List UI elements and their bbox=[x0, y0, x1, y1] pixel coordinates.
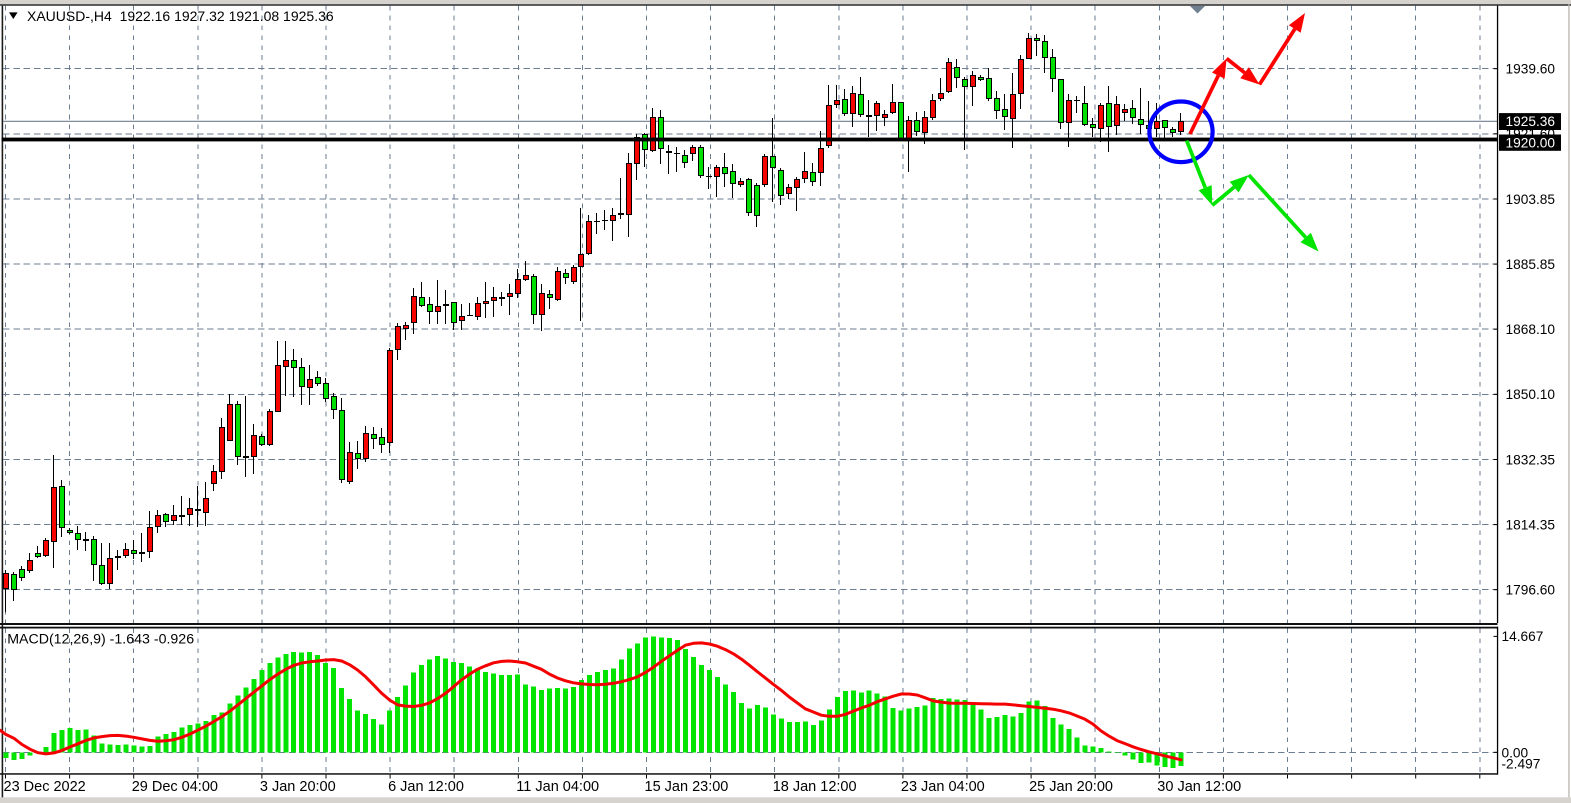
svg-text:23 Jan 04:00: 23 Jan 04:00 bbox=[901, 779, 985, 795]
svg-text:0.00: 0.00 bbox=[1502, 746, 1529, 761]
svg-text:29 Dec 04:00: 29 Dec 04:00 bbox=[132, 779, 218, 795]
svg-text:1920.00: 1920.00 bbox=[1506, 135, 1556, 150]
svg-text:1868.10: 1868.10 bbox=[1506, 322, 1556, 337]
svg-text:MACD(12,26,9) -1.643 -0.926: MACD(12,26,9) -1.643 -0.926 bbox=[7, 632, 194, 648]
svg-text:1925.36: 1925.36 bbox=[1506, 114, 1556, 129]
svg-text:1832.35: 1832.35 bbox=[1506, 452, 1556, 467]
svg-text:1885.85: 1885.85 bbox=[1506, 257, 1556, 272]
svg-text:14.667: 14.667 bbox=[1502, 629, 1544, 644]
svg-text:1903.85: 1903.85 bbox=[1506, 192, 1556, 207]
svg-text:15 Jan 23:00: 15 Jan 23:00 bbox=[645, 779, 729, 795]
svg-text:1814.35: 1814.35 bbox=[1506, 517, 1556, 532]
svg-text:11 Jan 04:00: 11 Jan 04:00 bbox=[516, 779, 599, 795]
svg-text:6 Jan 12:00: 6 Jan 12:00 bbox=[388, 779, 464, 795]
svg-text:1796.60: 1796.60 bbox=[1506, 583, 1556, 598]
svg-text:25 Jan 20:00: 25 Jan 20:00 bbox=[1029, 779, 1113, 795]
svg-text:1850.10: 1850.10 bbox=[1506, 387, 1556, 402]
svg-text:-2.497: -2.497 bbox=[1502, 757, 1541, 772]
svg-text:1939.60: 1939.60 bbox=[1506, 62, 1556, 77]
svg-text:30 Jan 12:00: 30 Jan 12:00 bbox=[1157, 779, 1241, 795]
svg-text:XAUUSD-,H4 1922.16 1927.32 19: XAUUSD-,H4 1922.16 1927.32 1921.08 1925.… bbox=[27, 8, 334, 24]
svg-text:3 Jan 20:00: 3 Jan 20:00 bbox=[260, 779, 336, 795]
svg-text:23 Dec 2022: 23 Dec 2022 bbox=[4, 779, 86, 795]
svg-text:18 Jan 12:00: 18 Jan 12:00 bbox=[773, 779, 857, 795]
